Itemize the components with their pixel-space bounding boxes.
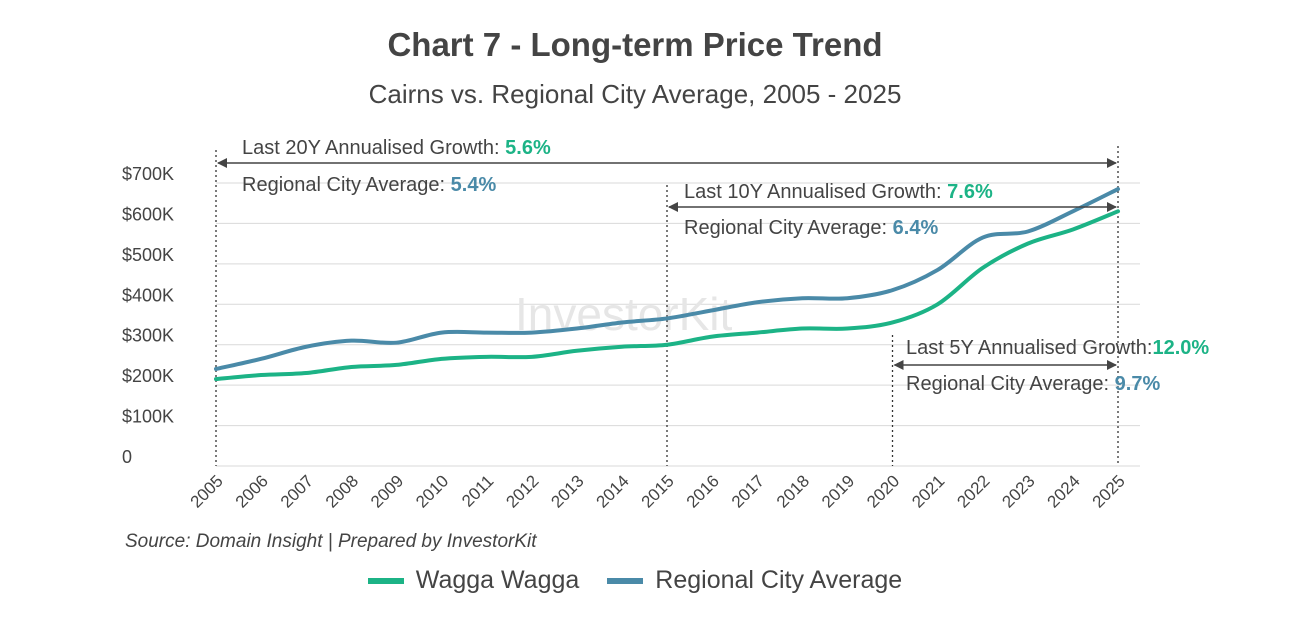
x-tick-label: 2013 [547, 471, 587, 511]
annotation-growth-a10: Last 10Y Annualised Growth: 7.6% [684, 181, 993, 203]
x-tick-label: 2020 [863, 471, 903, 511]
x-tick-label: 2022 [953, 471, 993, 511]
annotation-average-a5: Regional City Average: 9.7% [906, 373, 1160, 395]
x-tick-label: 2021 [908, 471, 948, 511]
annotation-growth-label: Last 5Y Annualised Growth: [906, 337, 1152, 359]
legend-item-series-1: Wagga Wagga [367, 566, 580, 595]
x-tick-label: 2005 [187, 471, 227, 511]
legend-label-series-2: Regional City Average [655, 566, 903, 594]
annotation-average-a20: Regional City Average: 5.4% [242, 174, 496, 196]
annotation-average-value: 5.4% [451, 174, 497, 196]
annotation-growth-label: Last 10Y Annualised Growth: [684, 181, 947, 203]
legend-swatch-series-1 [367, 577, 404, 584]
x-tick-label: 2012 [502, 471, 542, 511]
annotation-average-label: Regional City Average: [242, 174, 451, 196]
y-tick-label: $600K [122, 204, 174, 224]
annotation-growth-a20: Last 20Y Annualised Growth: 5.6% [242, 137, 551, 159]
x-tick-label: 2019 [818, 471, 858, 511]
y-tick-label: 0 [122, 447, 132, 467]
annotation-average-label: Regional City Average: [906, 373, 1115, 395]
annotation-average-label: Regional City Average: [684, 217, 893, 239]
x-tick-label: 2010 [412, 471, 452, 511]
x-tick-label: 2023 [998, 471, 1038, 511]
x-tick-label: 2024 [1044, 471, 1084, 511]
x-tick-label: 2016 [683, 471, 723, 511]
legend-swatch-series-2 [607, 577, 644, 584]
x-tick-label: 2015 [638, 471, 678, 511]
x-tick-label: 2008 [322, 471, 362, 511]
x-tick-label: 2025 [1089, 471, 1129, 511]
annotation-average-value: 6.4% [893, 217, 939, 239]
series-line-2 [214, 187, 1120, 371]
y-tick-label: $100K [122, 407, 174, 427]
annotation-growth-value: 5.6% [505, 137, 551, 159]
legend: Wagga Wagga Regional City Average [0, 566, 1270, 595]
x-tick-label: 2009 [367, 471, 407, 511]
x-tick-label: 2006 [232, 471, 272, 511]
annotation-growth-a5: Last 5Y Annualised Growth:12.0% [906, 337, 1209, 359]
annotation-growth-value: 12.0% [1152, 337, 1209, 359]
chart-subtitle: Cairns vs. Regional City Average, 2005 -… [368, 79, 902, 109]
chart-title: Chart 7 - Long-term Price Trend [387, 26, 883, 63]
y-tick-label: $300K [122, 326, 174, 346]
y-tick-label: $500K [122, 245, 174, 265]
x-tick-label: 2018 [773, 471, 813, 511]
x-tick-label: 2011 [458, 471, 497, 510]
y-tick-label: $700K [122, 164, 174, 184]
annotation-growth-label: Last 20Y Annualised Growth: [242, 137, 505, 159]
x-tick-label: 2014 [593, 471, 633, 511]
annotation-growth-value: 7.6% [947, 181, 993, 203]
legend-item-series-2: Regional City Average [607, 566, 902, 595]
annotation-average-value: 9.7% [1115, 373, 1161, 395]
legend-label-series-1: Wagga Wagga [415, 566, 580, 594]
source-note: Source: Domain Insight | Prepared by Inv… [125, 531, 537, 552]
annotation-average-a10: Regional City Average: 6.4% [684, 217, 938, 239]
y-tick-label: $400K [122, 285, 174, 305]
series-line-1 [214, 209, 1120, 382]
x-tick-label: 2017 [728, 471, 768, 511]
y-tick-label: $200K [122, 366, 174, 386]
x-tick-label: 2007 [277, 471, 317, 511]
